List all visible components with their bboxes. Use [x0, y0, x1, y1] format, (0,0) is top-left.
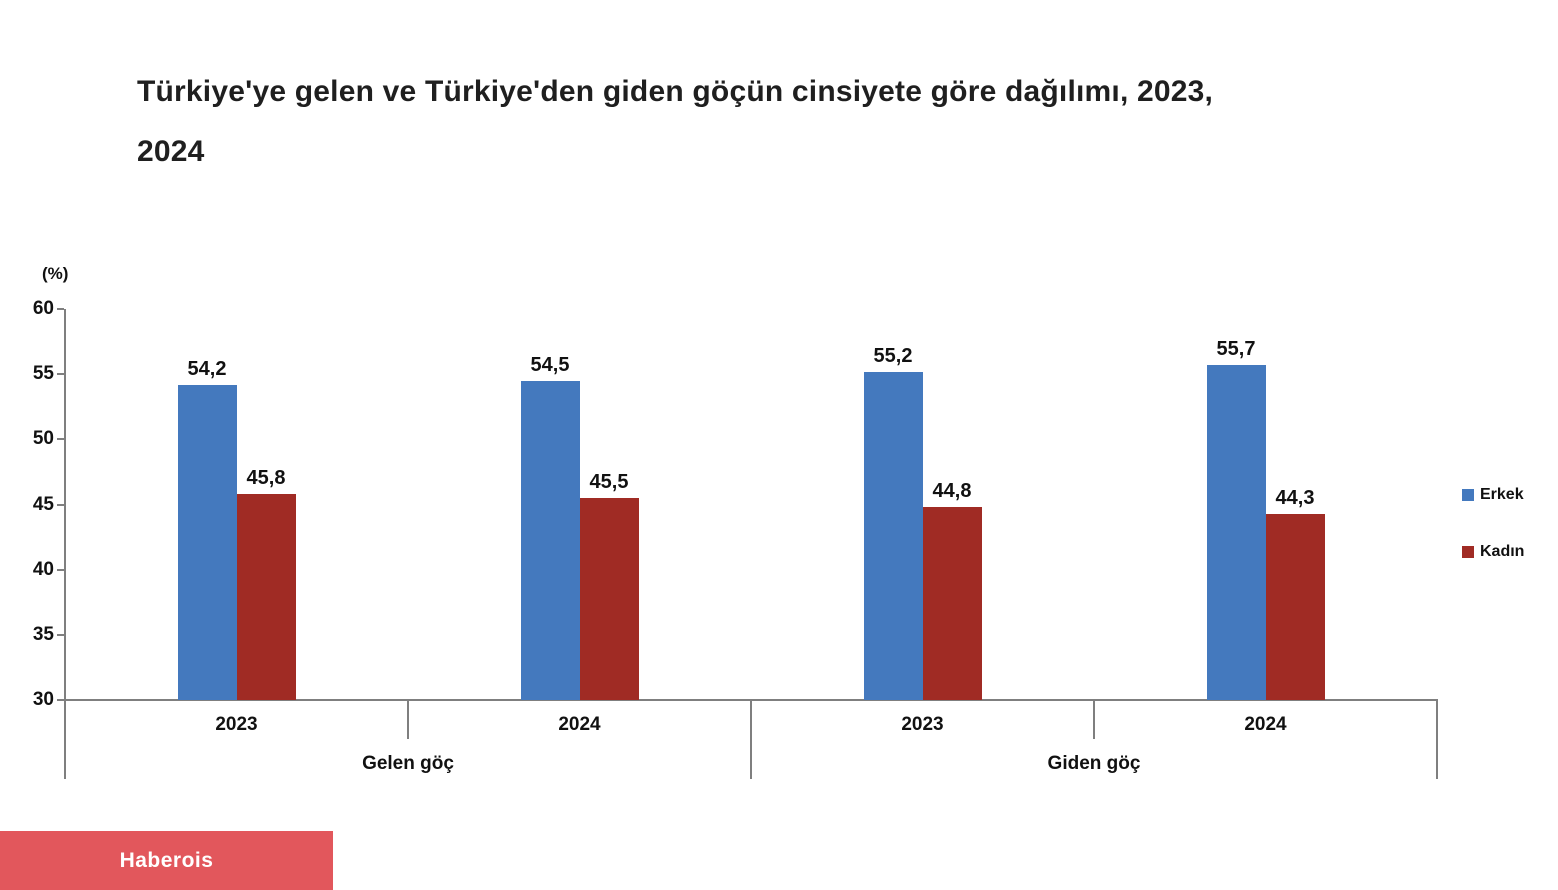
bar-kadın-2023-gelen	[236, 494, 296, 700]
bar-kadın-2024-gelen	[579, 497, 639, 700]
category-divider	[1093, 700, 1095, 739]
chart-title: Türkiye'ye gelen ve Türkiye'den giden gö…	[137, 62, 1213, 182]
y-tick-label: 35	[32, 623, 54, 645]
category-divider	[407, 700, 409, 739]
y-tick-label: 30	[32, 689, 54, 710]
y-tick-mark	[57, 699, 64, 701]
y-tick-label: 50	[32, 428, 54, 450]
y-tick-label: 55	[32, 363, 54, 385]
x-category-label: 2023	[215, 714, 258, 735]
bar-kadın-2024-giden	[1265, 513, 1325, 700]
group-divider	[1436, 700, 1438, 779]
y-tick-label: 40	[32, 558, 54, 580]
x-group-label: Gelen göç	[362, 753, 454, 774]
y-tick-mark	[57, 568, 64, 571]
x-category-label: 2023	[901, 714, 944, 735]
y-tick-label: 45	[32, 493, 54, 515]
legend-label: Kadın	[1480, 543, 1525, 560]
bar-erkek-2023-gelen	[177, 384, 237, 700]
y-tick-label: 60	[32, 298, 54, 319]
legend-swatch-kadın	[1462, 546, 1474, 558]
legend-item-kadın: Kadın	[1462, 543, 1524, 561]
bar-kadın-2023-giden	[922, 507, 982, 700]
y-tick-mark	[57, 633, 64, 636]
chart-title-line2: 2024	[137, 135, 205, 168]
bar-value-label: 45,8	[246, 467, 286, 490]
bar-value-label: 54,5	[530, 353, 570, 376]
y-tick-mark	[57, 373, 64, 376]
y-tick-mark	[57, 503, 64, 506]
bar-value-label: 45,5	[589, 470, 629, 493]
x-category-label: 2024	[1244, 714, 1287, 735]
y-axis-line	[64, 309, 66, 779]
chart-title-line1: Türkiye'ye gelen ve Türkiye'den giden gö…	[137, 75, 1214, 108]
legend-swatch-erkek	[1462, 489, 1474, 501]
bar-value-label: 44,8	[932, 480, 972, 503]
bar-value-label: 55,7	[1216, 338, 1256, 361]
bar-erkek-2024-gelen	[520, 380, 580, 700]
bar-value-label: 44,3	[1275, 486, 1315, 509]
brand-banner: Haberois	[0, 831, 333, 890]
bar-erkek-2023-giden	[863, 371, 923, 700]
brand-label: Haberois	[119, 848, 214, 872]
y-tick-mark	[57, 308, 64, 310]
y-tick-mark	[57, 438, 64, 441]
x-group-label: Giden göç	[1047, 753, 1141, 774]
x-category-label: 2024	[558, 714, 601, 735]
bar-erkek-2024-giden	[1206, 365, 1266, 700]
y-axis-unit-label: (%)	[42, 264, 69, 283]
bar-value-label: 54,2	[187, 357, 227, 380]
legend-label: Erkek	[1480, 486, 1524, 503]
legend-item-erkek: Erkek	[1462, 486, 1524, 504]
group-divider	[64, 700, 66, 779]
group-divider	[750, 700, 752, 779]
bar-value-label: 55,2	[873, 344, 913, 367]
